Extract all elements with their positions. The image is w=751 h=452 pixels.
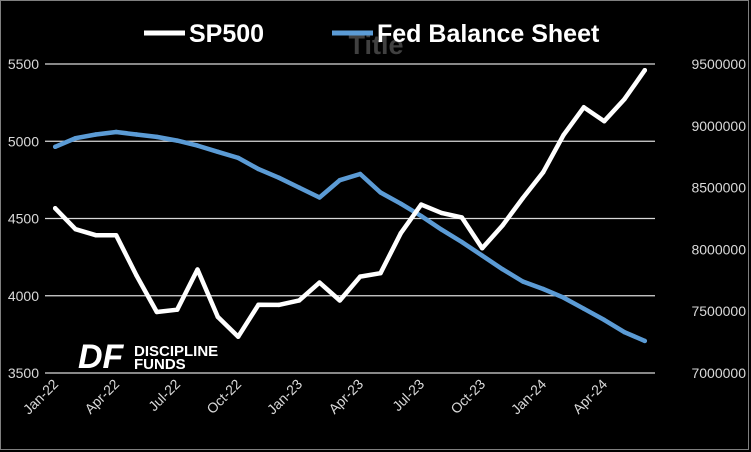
x-tick-label: Jan-24 (508, 376, 550, 418)
point-fed-balance-sheet (317, 195, 322, 200)
point-sp500 (256, 302, 261, 307)
x-axis-ticks: Jan-22 Apr-22 Jul-22 Oct-22 Jan-23 Apr-23 Jul-… (20, 376, 611, 418)
point-sp500 (439, 210, 444, 216)
logo-line-funds: FUNDS (134, 356, 186, 373)
x-tick-label: Apr-24 (569, 376, 610, 417)
point-fed-balance-sheet (642, 338, 647, 344)
x-tick-label: Apr-23 (325, 376, 366, 417)
point-fed-balance-sheet (73, 136, 78, 141)
left-tick-label: 4000 (8, 288, 39, 304)
point-sp500 (561, 132, 566, 138)
left-tick-label: 4500 (8, 211, 39, 227)
right-tick-label: 9500000 (691, 56, 746, 72)
logo-df-mark: DF (78, 338, 125, 376)
x-tick-label: Jul-23 (389, 376, 427, 414)
point-fed-balance-sheet (378, 190, 383, 195)
point-fed-balance-sheet (419, 213, 424, 219)
point-fed-balance-sheet (337, 178, 342, 183)
discipline-funds-logo: DF DISCIPLINE FUNDS (78, 338, 218, 376)
point-fed-balance-sheet (561, 295, 566, 300)
right-tick-label: 9000000 (691, 118, 746, 134)
point-sp500 (154, 309, 159, 315)
point-sp500 (134, 273, 139, 278)
point-sp500 (53, 206, 58, 211)
point-fed-balance-sheet (602, 317, 607, 323)
point-fed-balance-sheet (520, 279, 525, 284)
point-fed-balance-sheet (297, 185, 302, 190)
left-tick-label: 5000 (8, 133, 39, 149)
point-fed-balance-sheet (541, 286, 546, 292)
point-sp500 (175, 307, 180, 312)
point-sp500 (73, 227, 78, 232)
point-sp500 (114, 233, 119, 238)
right-tick-label: 8500000 (691, 180, 746, 196)
x-tick-label: Jul-22 (145, 376, 183, 414)
x-tick-label: Apr-22 (81, 376, 122, 417)
point-sp500 (459, 215, 464, 220)
point-sp500 (480, 246, 485, 251)
series-line-sp500 (52, 67, 648, 339)
point-fed-balance-sheet (622, 330, 627, 335)
left-tick-label: 3500 (8, 365, 39, 381)
point-sp500 (276, 302, 281, 308)
point-fed-balance-sheet (500, 267, 505, 272)
point-sp500 (378, 271, 383, 276)
right-tick-label: 7500000 (691, 303, 746, 319)
right-tick-label: 8000000 (691, 241, 746, 257)
left-tick-label: 5500 (8, 56, 39, 72)
point-fed-balance-sheet (236, 155, 241, 161)
point-sp500 (398, 231, 403, 236)
legend-label-fed-balance-sheet: Fed Balance Sheet (377, 20, 600, 48)
point-sp500 (622, 96, 627, 102)
right-axis-ticks: 7000000 7500000 8000000 8500000 9000000 95000… (691, 56, 746, 381)
point-fed-balance-sheet (581, 306, 586, 311)
point-fed-balance-sheet (53, 144, 58, 149)
x-tick-label: Jan-22 (20, 376, 62, 418)
point-sp500 (581, 105, 586, 110)
point-fed-balance-sheet (215, 149, 220, 154)
point-sp500 (541, 170, 546, 175)
point-fed-balance-sheet (154, 134, 159, 140)
point-fed-balance-sheet (256, 166, 261, 172)
x-tick-label: Oct-22 (203, 376, 244, 417)
point-sp500 (500, 223, 505, 228)
series-layer (52, 67, 648, 344)
point-sp500 (297, 298, 302, 303)
point-fed-balance-sheet (439, 227, 444, 232)
point-fed-balance-sheet (114, 129, 119, 135)
left-axis-ticks: 3500 4000 4500 5000 5500 (8, 56, 39, 381)
point-sp500 (358, 274, 363, 279)
x-tick-label: Oct-23 (447, 376, 488, 417)
point-fed-balance-sheet (175, 138, 180, 143)
point-sp500 (236, 334, 241, 339)
point-fed-balance-sheet (358, 171, 363, 177)
point-fed-balance-sheet (480, 253, 485, 258)
point-sp500 (520, 195, 525, 201)
gridlines (45, 63, 655, 374)
point-sp500 (93, 233, 99, 238)
x-tick-label: Jan-23 (264, 376, 306, 418)
point-sp500 (195, 267, 200, 272)
legend: SP500 Fed Balance Sheet (144, 20, 600, 48)
point-sp500 (317, 280, 322, 285)
point-sp500 (337, 298, 342, 303)
logo-line-discipline: DISCIPLINE (134, 343, 218, 360)
point-fed-balance-sheet (195, 143, 200, 148)
point-sp500 (215, 314, 220, 320)
point-sp500 (642, 68, 647, 73)
point-fed-balance-sheet (134, 132, 139, 137)
point-fed-balance-sheet (93, 132, 99, 137)
point-sp500 (419, 202, 424, 207)
right-tick-label: 7000000 (691, 365, 746, 381)
point-fed-balance-sheet (276, 175, 281, 180)
legend-label-sp500: SP500 (189, 20, 264, 48)
point-fed-balance-sheet (398, 201, 403, 206)
series-line-fed-balance-sheet (52, 129, 648, 344)
point-fed-balance-sheet (459, 239, 464, 245)
point-sp500 (602, 119, 607, 124)
